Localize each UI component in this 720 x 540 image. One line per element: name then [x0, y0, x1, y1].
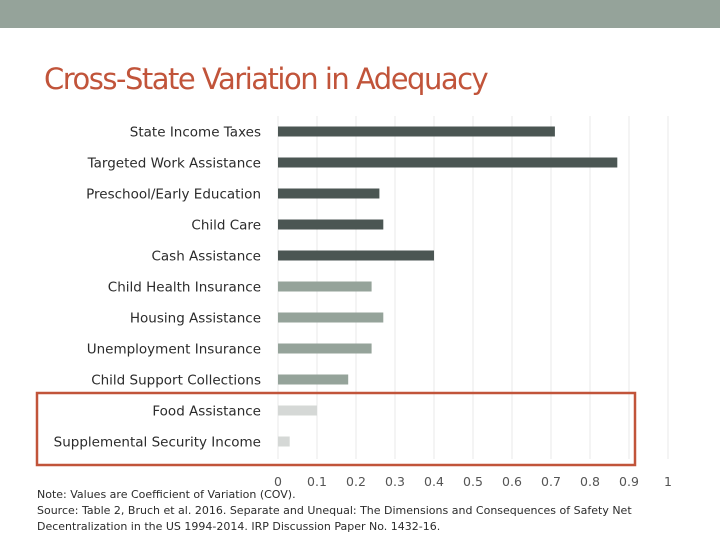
category-label: Housing Assistance: [130, 311, 261, 327]
category-label: Child Care: [191, 218, 261, 234]
category-label: State Income Taxes: [130, 125, 261, 141]
bar: [278, 157, 618, 168]
category-label: Supplemental Security Income: [54, 435, 261, 451]
x-tick-label: 0.2: [346, 474, 366, 489]
x-tick-label: 0.7: [541, 474, 561, 489]
category-label: Food Assistance: [152, 404, 261, 420]
bar: [278, 312, 384, 323]
bar: [278, 188, 380, 199]
category-label: Child Support Collections: [91, 373, 261, 389]
category-label: Cash Assistance: [151, 249, 261, 265]
slide-title: Cross-State Variation in Adequacy: [44, 62, 489, 96]
bar: [278, 219, 384, 230]
bar: [278, 250, 434, 261]
x-tick-label: 1: [664, 474, 672, 489]
category-label: Targeted Work Assistance: [87, 156, 261, 172]
category-label: Unemployment Insurance: [87, 342, 261, 358]
x-tick-label: 0.4: [424, 474, 444, 489]
bar: [278, 405, 317, 416]
source-citation: Source: Table 2, Bruch et al. 2016. Sepa…: [37, 504, 632, 533]
category-label: Preschool/Early Education: [86, 187, 261, 203]
x-tick-label: 0.5: [463, 474, 483, 489]
x-tick-label: 0.6: [502, 474, 522, 489]
x-tick-label: 0.1: [307, 474, 327, 489]
highlight-box: [35, 391, 637, 467]
chart-note: Note: Values are Coefficient of Variatio…: [37, 487, 707, 535]
x-tick-label: 0.3: [385, 474, 405, 489]
bar: [278, 343, 372, 354]
x-tick-label: 0.8: [580, 474, 600, 489]
bar: [278, 436, 290, 447]
category-label: Child Health Insurance: [108, 280, 261, 296]
cov-note: Note: Values are Coefficient of Variatio…: [37, 488, 296, 501]
bar: [278, 281, 372, 292]
x-tick-label: 0.9: [619, 474, 639, 489]
x-tick-label: 0: [274, 474, 282, 489]
bar: [278, 374, 349, 385]
top-accent-band: [0, 0, 720, 28]
bar: [278, 126, 555, 137]
